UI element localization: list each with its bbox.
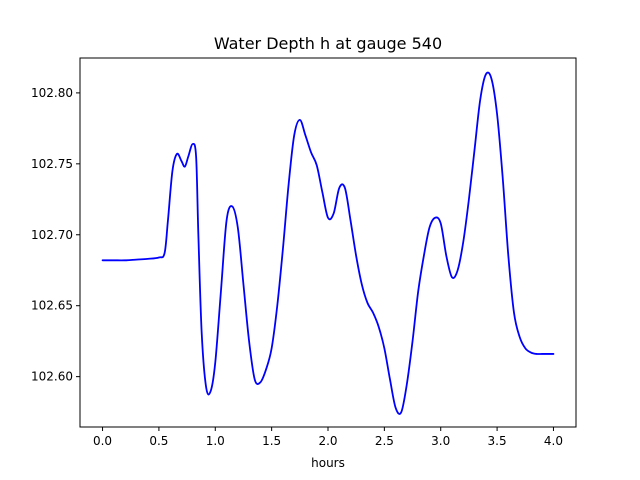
y-tick-label: 102.65 xyxy=(31,299,73,313)
chart-title: Water Depth h at gauge 540 xyxy=(214,34,442,53)
series-line xyxy=(101,71,555,415)
series-layer xyxy=(101,71,555,415)
x-axis: 0.0 0.5 1.0 1.5 2.0 2.5 3.0 3.5 4.0 xyxy=(93,427,563,448)
plot-area-frame xyxy=(79,57,577,428)
y-tick-label: 102.60 xyxy=(31,370,73,384)
x-tick-label: 0.5 xyxy=(149,434,168,448)
y-axis: 102.60 102.65 102.70 102.75 102.80 xyxy=(31,86,80,384)
x-tick-label: 0.0 xyxy=(93,434,112,448)
y-tick-label: 102.80 xyxy=(31,86,73,100)
y-tick-label: 102.70 xyxy=(31,228,73,242)
x-tick-label: 2.5 xyxy=(375,434,394,448)
x-tick-label: 1.0 xyxy=(206,434,225,448)
x-axis-label: hours xyxy=(311,456,345,470)
x-tick-label: 2.0 xyxy=(318,434,337,448)
x-tick-label: 1.5 xyxy=(262,434,281,448)
y-tick-label: 102.75 xyxy=(31,157,73,171)
x-tick-label: 3.0 xyxy=(431,434,450,448)
x-tick-label: 3.5 xyxy=(488,434,507,448)
x-tick-label: 4.0 xyxy=(544,434,563,448)
